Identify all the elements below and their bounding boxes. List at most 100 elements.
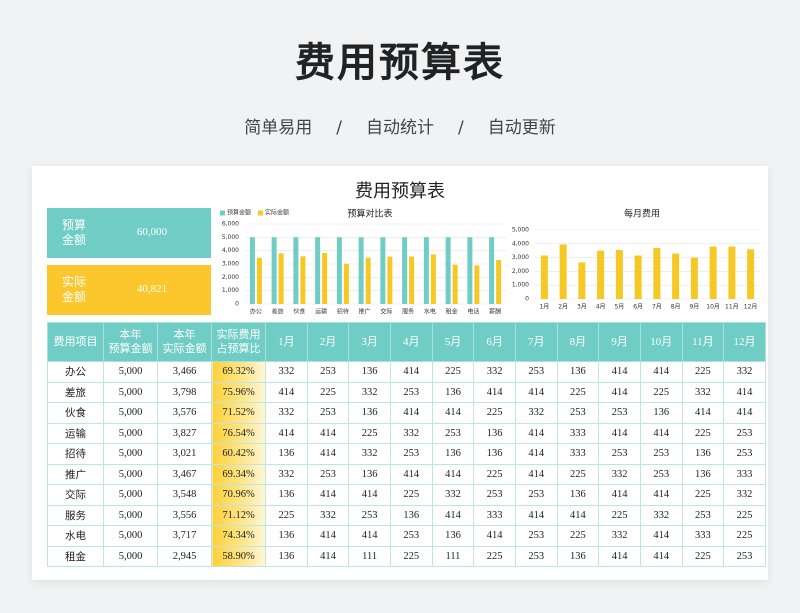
label: 预算 (62, 218, 87, 232)
cell: 332 (389, 422, 433, 444)
cell: 414 (681, 402, 725, 424)
cell: 租金 (47, 545, 104, 567)
cell-text: 推广 (65, 469, 86, 481)
cell: 225 (723, 525, 766, 547)
cell: 253 (723, 422, 766, 444)
cell-text: 136 (695, 468, 711, 480)
cell: 253 (348, 504, 391, 526)
cell-text: 75.96% (222, 386, 255, 398)
column-header: 12月 (723, 322, 766, 362)
cell: 3,576 (157, 402, 212, 424)
header-line: 7月 (528, 336, 545, 348)
sheet-card: 费用预算表 预算 金额 60,000 实际 金额 40,821 预算对比表 0 1,00… (32, 166, 768, 580)
cell: 414 (639, 361, 683, 383)
y-tick-label: 3,000 (512, 254, 529, 261)
cell: 225 (473, 463, 516, 485)
cell: 332 (639, 504, 683, 526)
header-line: 8月 (569, 336, 587, 348)
column-header: 费用项目 (47, 322, 104, 362)
cell: 伙食 (47, 402, 104, 424)
subtitle: 简单易用 / 自动统计 / 自动更新 (0, 113, 800, 138)
cell-text: 414 (361, 489, 378, 501)
cell-text: 5,000 (118, 468, 143, 480)
cell: 414 (639, 525, 683, 547)
y-tick-label: 2,000 (222, 274, 239, 281)
cell-text: 差旅 (65, 387, 86, 399)
y-tick-label: 3,000 (222, 261, 239, 268)
cell-text: 414 (445, 509, 461, 521)
cell-text: 3,548 (172, 489, 197, 501)
cell-text: 414 (278, 386, 295, 398)
cell: 3,827 (157, 422, 212, 444)
cell: 5,000 (103, 402, 158, 424)
cell: 332 (473, 361, 516, 383)
cell-text: 5,000 (118, 448, 143, 460)
cell-text: 74.34% (222, 530, 255, 542)
cell: 253 (431, 422, 475, 444)
cell-text: 225 (278, 509, 295, 521)
x-tick-label: 9月 (689, 304, 699, 311)
legend-swatch (258, 210, 263, 216)
table-row: 办公 5,000 3,466 69.32% 332 253 136 414 225 332 253 1… (47, 361, 766, 383)
cell-text: 253 (320, 366, 336, 378)
cell-text: 332 (278, 366, 295, 378)
cell: 225 (348, 422, 391, 444)
cell-text: 225 (695, 427, 711, 439)
cell: 414 (431, 463, 475, 485)
cell-text: 332 (320, 509, 336, 521)
y-tick-label: 5,000 (222, 234, 239, 241)
cell-text: 225 (445, 366, 461, 378)
y-tick-label: 1,000 (222, 287, 239, 294)
cell: 交际 (47, 484, 104, 506)
cell: 225 (473, 402, 516, 424)
cell-text: 414 (320, 550, 336, 562)
cell-text: 76.54% (222, 427, 255, 439)
cell: 3,798 (157, 381, 212, 403)
cell: 253 (639, 443, 683, 465)
cell: 414 (389, 361, 433, 383)
cell: 414 (639, 484, 683, 506)
cell: 办公 (47, 361, 104, 383)
cell-text: 253 (570, 407, 586, 419)
ratio-cell: 76.54% (211, 422, 266, 444)
cell: 253 (639, 463, 683, 485)
cell: 414 (598, 381, 641, 403)
cell-text: 253 (653, 468, 670, 480)
column-header: 7月 (514, 322, 558, 362)
cell: 414 (473, 381, 516, 403)
cell-text: 3,467 (172, 468, 197, 480)
ratio-cell: 74.34% (211, 525, 266, 547)
cell-text: 136 (361, 366, 378, 378)
cell: 225 (556, 463, 600, 485)
ratio-cell: 71.12% (211, 504, 266, 526)
cell: 推广 (47, 463, 104, 485)
bar (747, 249, 755, 299)
cell-text: 办公 (65, 367, 86, 379)
cell-text: 70.96% (222, 489, 255, 501)
cell-text: 225 (486, 407, 503, 419)
cell: 3,021 (157, 443, 212, 465)
cell-text: 136 (695, 448, 711, 460)
cell: 332 (348, 381, 391, 403)
bar (634, 255, 642, 299)
bar (430, 254, 436, 304)
header-line: 9月 (611, 336, 628, 348)
bar (559, 244, 567, 299)
ratio-cell: 60.42% (211, 443, 266, 465)
value: 40,821 (136, 283, 168, 295)
column-header: 8月 (556, 322, 600, 362)
cell-text: 414 (528, 448, 545, 460)
cell: 414 (639, 422, 683, 444)
cell: 3,548 (157, 484, 212, 506)
cell-text: 253 (736, 448, 753, 460)
cell-text: 225 (570, 386, 586, 398)
cell-text: 运输 (65, 428, 86, 440)
cell: 332 (598, 525, 641, 547)
bar (322, 252, 328, 304)
cell: 253 (598, 443, 641, 465)
cell: 225 (265, 504, 308, 526)
cell: 136 (348, 463, 391, 485)
cell-text: 225 (320, 386, 336, 398)
separator: / (458, 118, 464, 138)
cell-text: 225 (486, 550, 503, 562)
